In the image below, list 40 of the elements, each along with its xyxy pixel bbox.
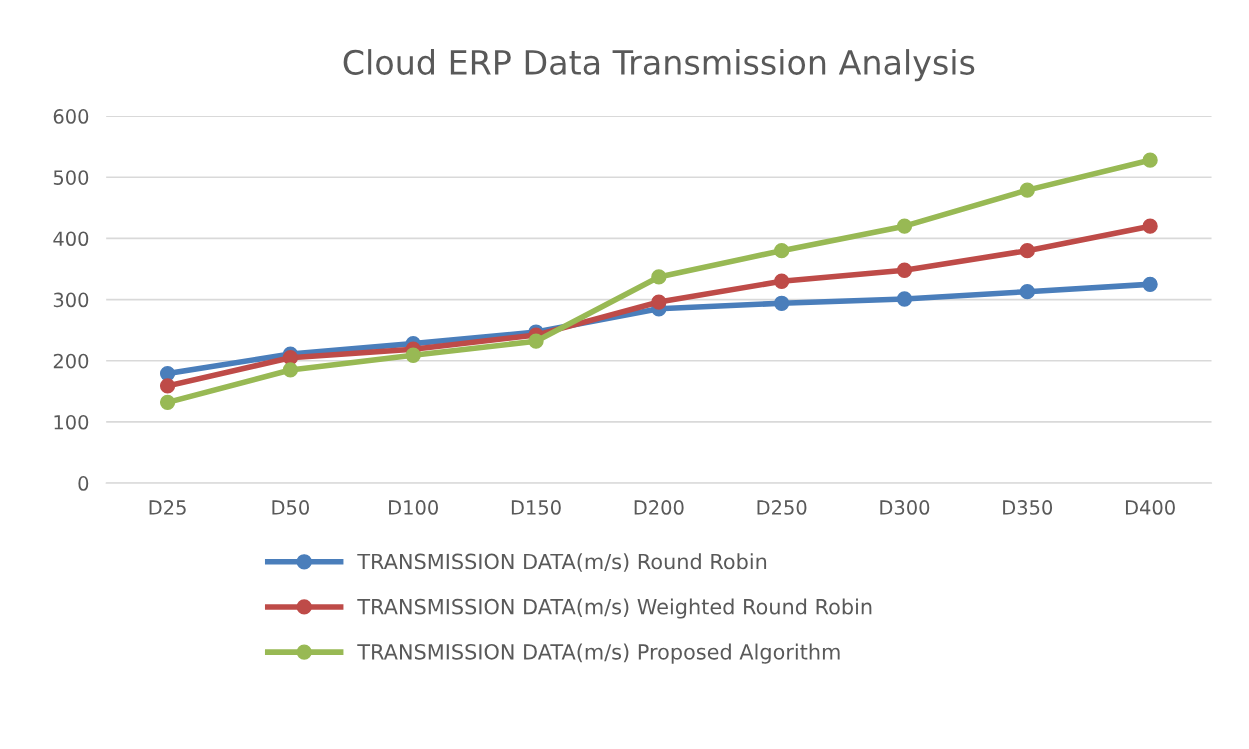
- point: [651, 269, 667, 285]
- y-tick-label: 100: [54, 414, 89, 430]
- chart-title: Cloud ERP Data Transmission Analysis: [343, 49, 975, 82]
- point: [896, 291, 913, 307]
- point: [1142, 276, 1158, 292]
- point: [896, 262, 913, 278]
- x-tick-label: D100: [389, 500, 438, 515]
- point: [774, 295, 790, 311]
- x-tick-label: D250: [757, 500, 807, 515]
- point: [282, 350, 299, 366]
- x-tick-label: D400: [1125, 500, 1175, 515]
- point: [159, 394, 176, 411]
- y-tick-label: 400: [53, 231, 89, 247]
- x-tick-label: D50: [272, 500, 309, 515]
- y-tick-label: 600: [53, 109, 89, 124]
- point: [651, 294, 667, 310]
- y-tick-label: 500: [53, 170, 89, 185]
- legend-label: TRANSMISSION DATA(m/s) Proposed Algorithm: [357, 643, 840, 664]
- x-tick-label: D150: [511, 500, 561, 515]
- y-tick-label: 200: [53, 353, 89, 369]
- point: [1019, 182, 1035, 198]
- point: [159, 378, 176, 394]
- x-tick-label: D350: [1003, 500, 1053, 515]
- point: [1142, 152, 1158, 168]
- point: [405, 347, 421, 363]
- y-tick-label: 0: [78, 476, 89, 491]
- legend-label: TRANSMISSION DATA(m/s) Weighted Round Robin: [357, 598, 872, 619]
- point: [282, 362, 299, 378]
- point: [1142, 218, 1158, 234]
- point: [528, 333, 544, 349]
- point: [774, 273, 790, 289]
- x-tick-label: D25: [149, 500, 186, 515]
- legend-label: TRANSMISSION DATA(m/s) Round Robin: [357, 553, 767, 572]
- point: [1019, 243, 1035, 259]
- point: [1019, 284, 1035, 300]
- y-tick-label: 300: [53, 292, 89, 308]
- point: [896, 218, 913, 234]
- x-tick-label: D200: [634, 500, 684, 515]
- point: [774, 243, 790, 259]
- x-tick-label: D300: [880, 500, 930, 515]
